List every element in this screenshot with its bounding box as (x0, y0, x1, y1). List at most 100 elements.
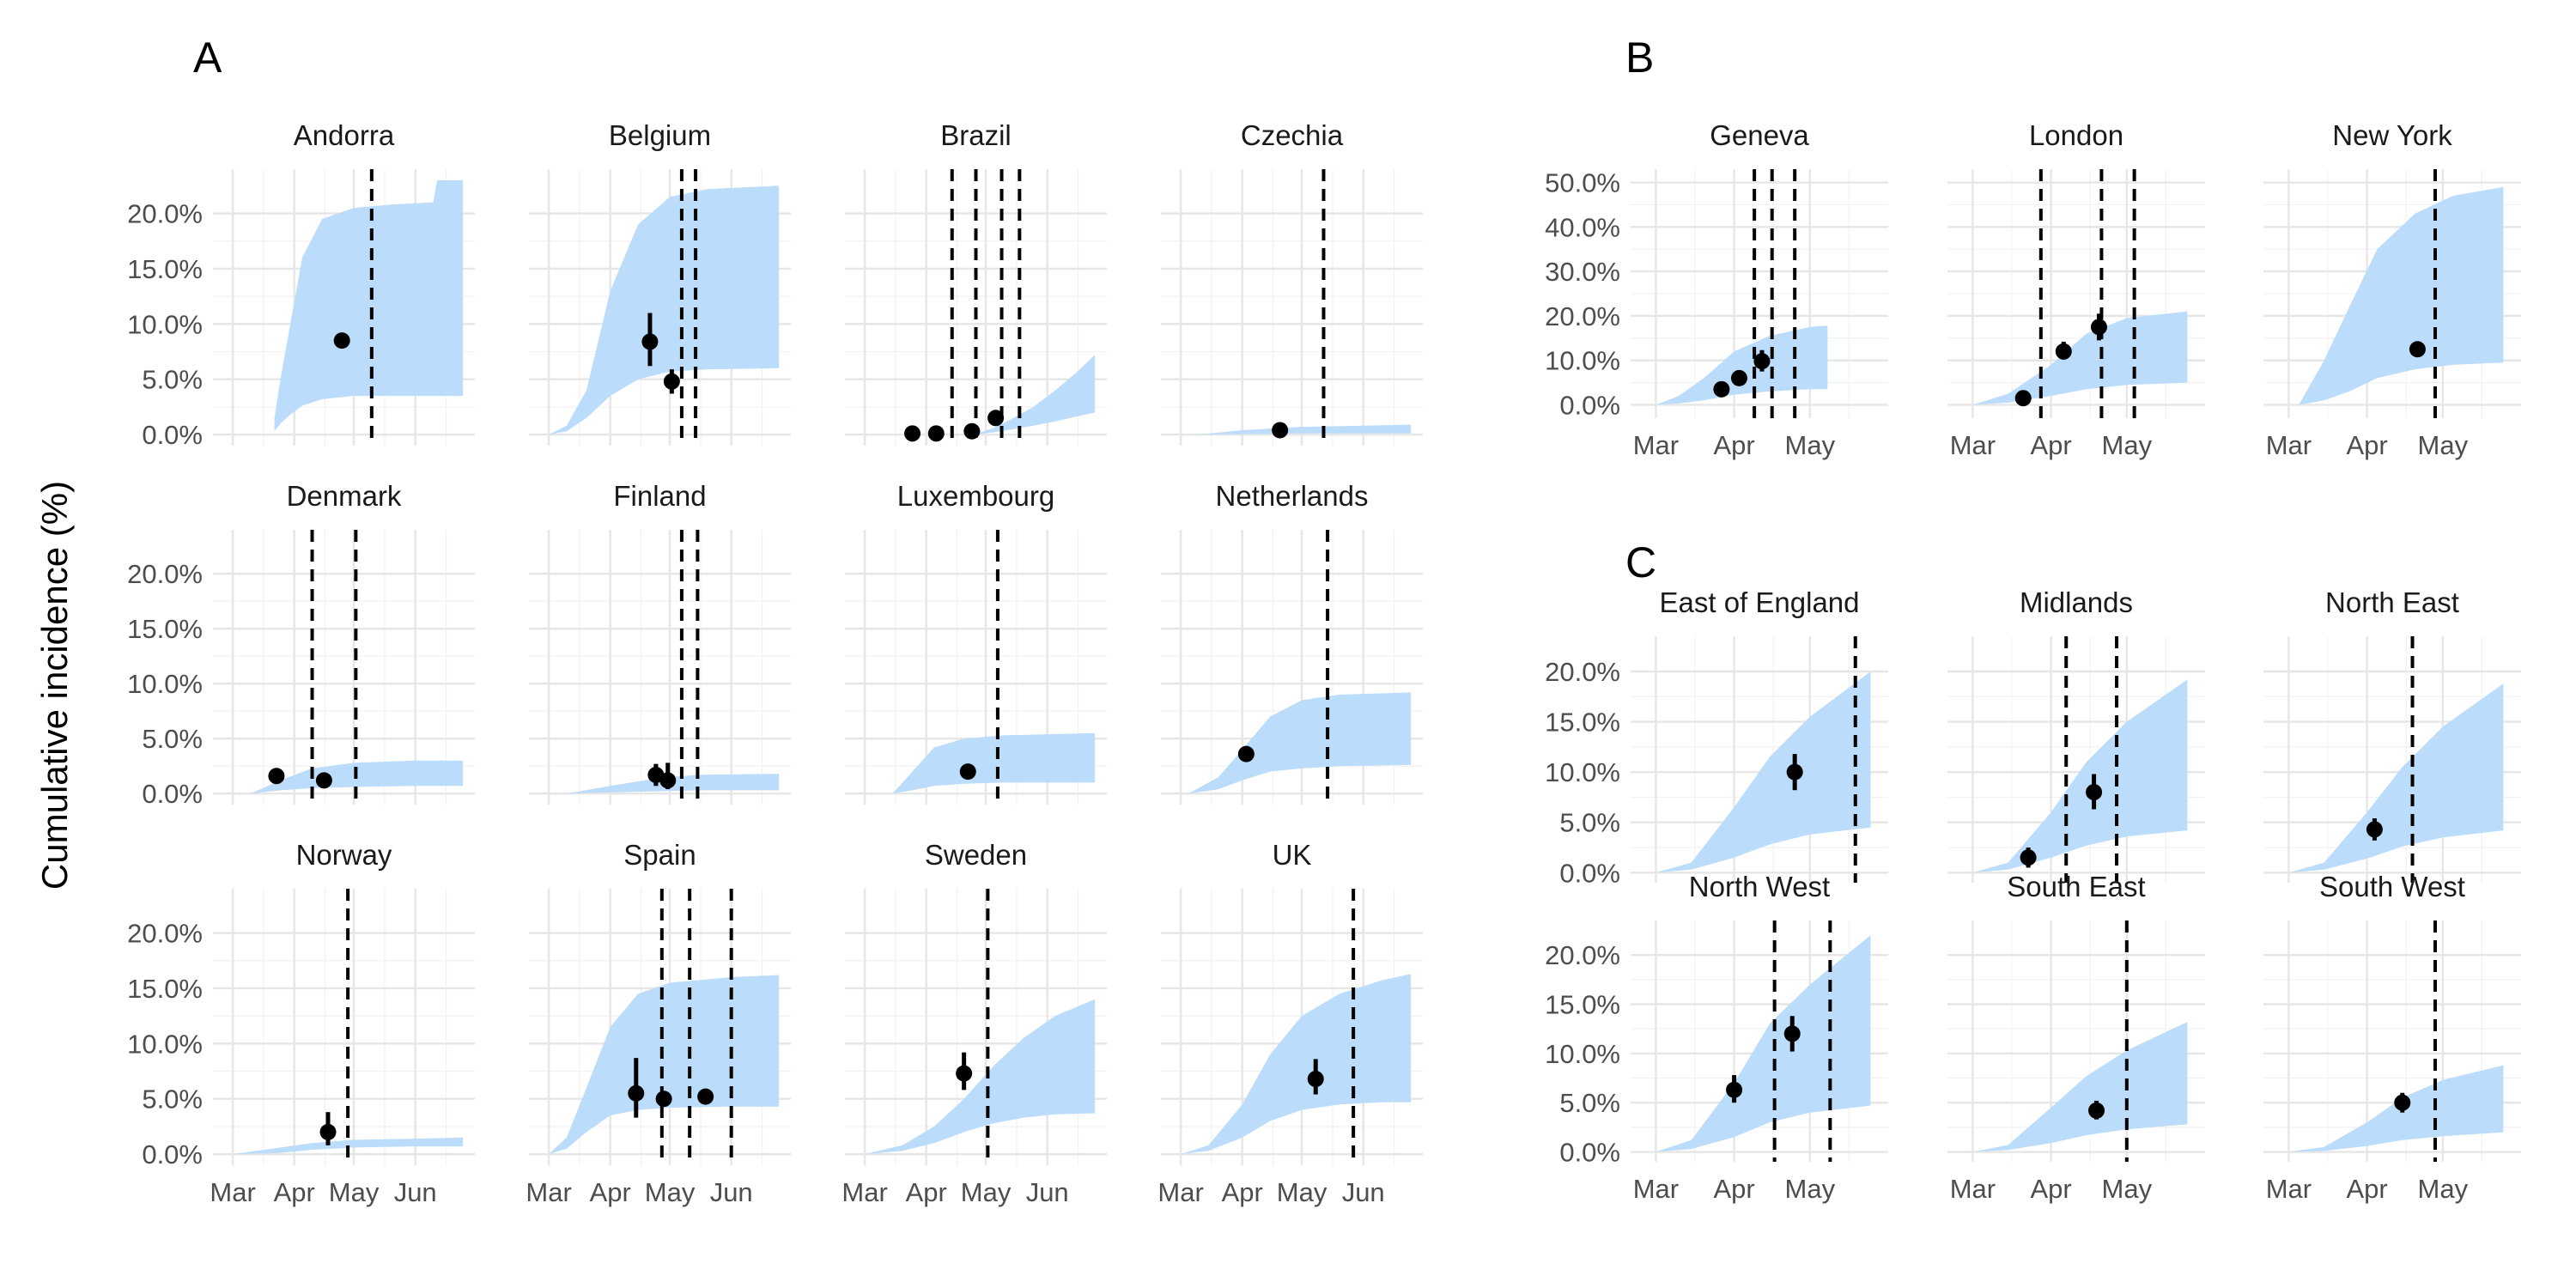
x-tick-label: Jun (710, 1177, 753, 1207)
panel-tag-c: C (1625, 538, 1656, 586)
data-point (641, 333, 659, 350)
data-point (659, 772, 677, 789)
data-point (663, 373, 680, 390)
x-tick-label: Apr (2030, 430, 2071, 460)
data-point (987, 410, 1005, 427)
data-point (959, 763, 976, 781)
x-tick-label: May (329, 1177, 380, 1207)
x-tick-label: Mar (2266, 430, 2312, 460)
facet-title: Norway (296, 839, 392, 871)
facet-title: Brazil (940, 119, 1012, 151)
facet-b-geneva: Geneva 0.0% 10.0% 20.0% 30.0% 40.0% 50.0% Mar Ap… (1545, 119, 1888, 460)
x-tick-label: May (961, 1177, 1012, 1207)
x-tick-label: Apr (2346, 1174, 2387, 1204)
y-tick-label: 10.0% (1545, 346, 1620, 376)
x-tick-label: May (1277, 1177, 1327, 1207)
data-point (1726, 1081, 1743, 1098)
data-point (2090, 319, 2107, 336)
x-tick-label: Mar (2266, 1174, 2312, 1204)
ci-band (1198, 424, 1412, 435)
x-tick-label: Mar (1633, 1174, 1679, 1204)
facet-b-london: London Mar Apr May (1947, 119, 2205, 460)
facet-a-finland: Finland (529, 480, 791, 805)
x-tick-label: Mar (1157, 1177, 1203, 1207)
x-tick-label: Apr (2346, 430, 2387, 460)
x-tick-label: Apr (590, 1177, 631, 1207)
ci-band (2288, 683, 2504, 873)
data-point (2014, 390, 2032, 407)
facet-a-luxembourg: Luxembourg (845, 480, 1107, 805)
x-tick-label: May (2418, 1174, 2469, 1204)
y-tick-label: 15.0% (1545, 708, 1620, 738)
facet-a-sweden: Sweden Mar Apr May Jun (841, 839, 1107, 1207)
x-tick-label: Apr (906, 1177, 947, 1207)
x-tick-label: May (1785, 1174, 1836, 1204)
x-tick-label: Apr (1713, 430, 1754, 460)
facet-c-north-west: North West 0.0% 5.0% 10.0% 15.0% 20.0% Mar Apr M… (1545, 871, 1888, 1204)
data-point (268, 768, 285, 785)
facet-b-new-york: New York Mar Apr May (2263, 119, 2521, 460)
facet-a-norway: Norway 0.0% 5.0% 10.0% 15.0% 20.0% Mar Apr May Ju… (127, 839, 475, 1207)
y-axis-label: Cumulative incidence (%) (34, 481, 75, 890)
data-point (1713, 380, 1730, 398)
y-tick-label: 5.0% (142, 365, 203, 395)
facet-title: Geneva (1710, 119, 1809, 151)
facet-a-uk: UK Mar Apr May Jun (1157, 839, 1423, 1207)
data-point (1307, 1071, 1324, 1088)
data-point (1237, 745, 1255, 762)
ci-band (1656, 325, 1828, 405)
facet-title: London (2029, 119, 2123, 151)
y-tick-label: 5.0% (1559, 1088, 1620, 1118)
x-tick-label: May (2102, 430, 2153, 460)
y-tick-label: 15.0% (1545, 989, 1620, 1019)
y-tick-label: 15.0% (127, 974, 203, 1004)
data-point (2055, 343, 2072, 360)
ci-band (274, 179, 464, 432)
y-tick-label: 10.0% (1545, 757, 1620, 787)
facet-title: UK (1273, 839, 1312, 871)
facet-a-netherlands: Netherlands (1161, 480, 1423, 805)
y-tick-label: 15.0% (127, 254, 203, 284)
x-tick-label: Jun (1342, 1177, 1385, 1207)
facet-title: Czechia (1241, 119, 1344, 151)
x-tick-label: Apr (274, 1177, 315, 1207)
facet-c-south-east: South East Mar Apr May (1947, 871, 2205, 1204)
facet-title: East of England (1660, 586, 1860, 618)
ci-band (1656, 935, 1871, 1152)
facet-title: Sweden (925, 839, 1027, 871)
data-point (333, 332, 350, 349)
facet-grid: Andorra 0.0% 5.0% 10.0% 15.0% 20.0% Belgium Bra… (127, 119, 2521, 1207)
y-tick-label: 0.0% (1559, 390, 1620, 420)
y-tick-label: 5.0% (142, 1084, 203, 1115)
ci-band (1188, 692, 1412, 794)
x-tick-label: Mar (1633, 430, 1679, 460)
y-tick-label: 15.0% (127, 614, 203, 644)
data-point (2394, 1094, 2411, 1111)
x-tick-label: Apr (1222, 1177, 1263, 1207)
y-tick-label: 5.0% (142, 724, 203, 754)
data-point (2409, 341, 2426, 358)
y-tick-label: 10.0% (127, 1029, 203, 1059)
data-point (2366, 821, 2383, 838)
x-tick-label: Mar (841, 1177, 887, 1207)
facet-title: Andorra (294, 119, 395, 151)
data-point (1786, 763, 1803, 781)
data-point (963, 422, 981, 440)
facet-c-south-west: South West Mar Apr May (2263, 871, 2521, 1204)
ci-band (549, 185, 780, 435)
y-tick-label: 20.0% (127, 559, 203, 589)
x-tick-label: May (2102, 1174, 2153, 1204)
facet-title: Spain (623, 839, 696, 871)
x-tick-label: May (645, 1177, 696, 1207)
y-tick-label: 20.0% (127, 919, 203, 949)
y-tick-label: 20.0% (1545, 657, 1620, 687)
data-point (319, 1123, 337, 1140)
ci-band (892, 732, 1096, 794)
facet-title: South East (2007, 871, 2145, 902)
y-tick-label: 50.0% (1545, 168, 1620, 198)
ci-band (549, 975, 780, 1155)
ci-band (1181, 974, 1412, 1155)
y-tick-label: 0.0% (142, 1139, 203, 1170)
y-tick-label: 20.0% (127, 199, 203, 229)
